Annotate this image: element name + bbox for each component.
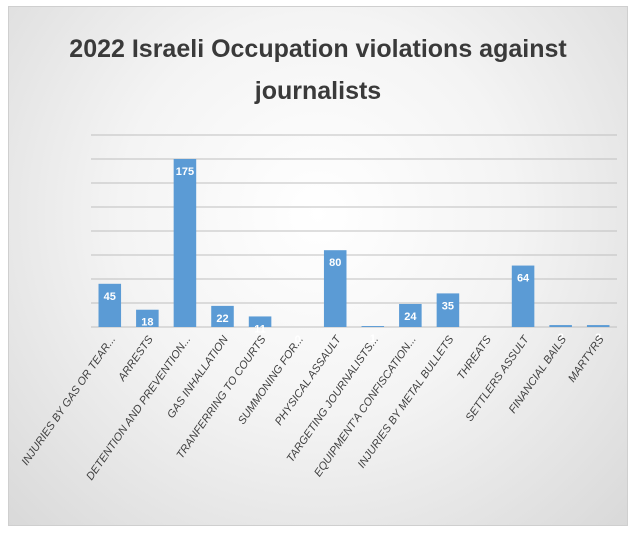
category-label: ARRESTS bbox=[116, 333, 157, 384]
bar bbox=[436, 293, 460, 327]
data-label: 64 bbox=[517, 273, 530, 285]
category-labels: INJURIES BY GAS OR TEAR...ARRESTSDETENTI… bbox=[19, 333, 607, 483]
data-label: 22 bbox=[216, 313, 228, 325]
bar bbox=[136, 309, 159, 327]
bar bbox=[361, 326, 385, 327]
bar bbox=[248, 316, 272, 327]
category-label: THREATS bbox=[455, 333, 494, 382]
bar bbox=[98, 283, 122, 327]
bars bbox=[98, 159, 610, 327]
data-label: 18 bbox=[141, 317, 153, 329]
chart-title-line-2: journalists bbox=[254, 77, 381, 105]
bar bbox=[211, 305, 234, 327]
data-label: 24 bbox=[404, 311, 417, 323]
bar bbox=[399, 303, 422, 327]
data-label: 80 bbox=[329, 257, 341, 269]
chart-frame: 2022 Israeli Occupation violations again… bbox=[8, 6, 628, 526]
data-label: 2 bbox=[595, 332, 601, 344]
data-label: 0 bbox=[482, 334, 488, 346]
category-label: MARTYRS bbox=[566, 333, 607, 384]
bar bbox=[549, 325, 572, 327]
data-label: 45 bbox=[104, 291, 116, 303]
gridlines bbox=[91, 134, 617, 328]
bar bbox=[173, 159, 197, 327]
data-label: 2 bbox=[558, 332, 564, 344]
bar bbox=[323, 250, 347, 327]
data-label: 175 bbox=[176, 166, 194, 178]
bar bbox=[586, 325, 610, 327]
data-label: 1 bbox=[370, 333, 376, 345]
bar-chart: 2022 Israeli Occupation violations again… bbox=[19, 35, 617, 483]
data-label: 11 bbox=[254, 323, 266, 335]
category-label: PHYSICAL ASSAULT bbox=[273, 333, 344, 428]
category-label: SUMMONING FOR... bbox=[236, 334, 306, 427]
chart-title-line-1: 2022 Israeli Occupation violations again… bbox=[69, 35, 567, 63]
data-label: 0 bbox=[295, 334, 301, 346]
category-label: SETTLERS ASSULT bbox=[463, 333, 532, 424]
bar bbox=[511, 265, 535, 327]
data-label: 35 bbox=[442, 300, 454, 312]
